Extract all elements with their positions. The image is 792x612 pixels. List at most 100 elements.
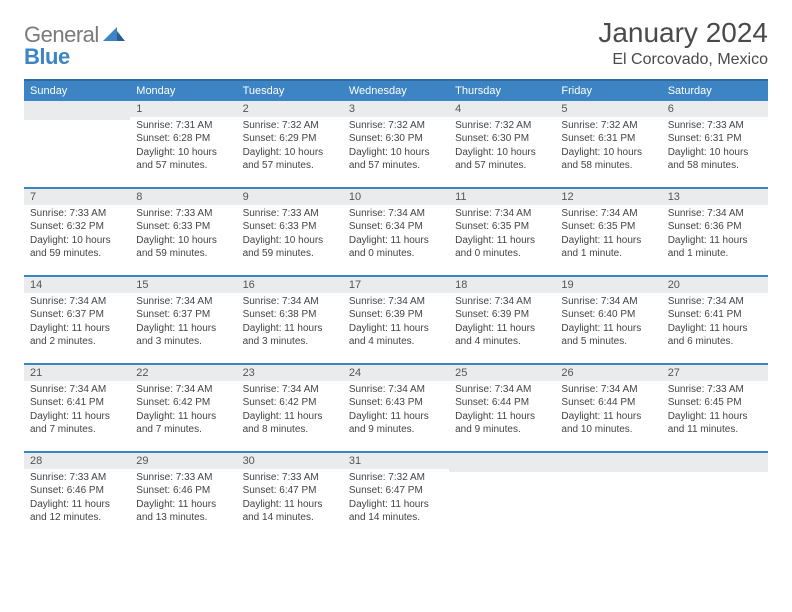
- calendar-day-cell: 19Sunrise: 7:34 AMSunset: 6:40 PMDayligh…: [555, 276, 661, 364]
- day-details: Sunrise: 7:33 AMSunset: 6:33 PMDaylight:…: [130, 205, 236, 265]
- daylight-text: Daylight: 10 hours and 58 minutes.: [561, 146, 655, 173]
- day-details: Sunrise: 7:34 AMSunset: 6:42 PMDaylight:…: [237, 381, 343, 441]
- sunset-text: Sunset: 6:44 PM: [561, 396, 655, 410]
- calendar-day-cell: 24Sunrise: 7:34 AMSunset: 6:43 PMDayligh…: [343, 364, 449, 452]
- sunset-text: Sunset: 6:40 PM: [561, 308, 655, 322]
- daylight-text: Daylight: 11 hours and 1 minute.: [561, 234, 655, 261]
- calendar-day-cell: 31Sunrise: 7:32 AMSunset: 6:47 PMDayligh…: [343, 452, 449, 539]
- sunrise-text: Sunrise: 7:33 AM: [30, 471, 124, 485]
- sunrise-text: Sunrise: 7:34 AM: [455, 207, 549, 221]
- daylight-text: Daylight: 11 hours and 14 minutes.: [349, 498, 443, 525]
- sunrise-text: Sunrise: 7:33 AM: [243, 471, 337, 485]
- day-number: 27: [662, 365, 768, 381]
- daylight-text: Daylight: 11 hours and 14 minutes.: [243, 498, 337, 525]
- sunset-text: Sunset: 6:30 PM: [349, 132, 443, 146]
- sunset-text: Sunset: 6:39 PM: [349, 308, 443, 322]
- sunrise-text: Sunrise: 7:34 AM: [668, 295, 762, 309]
- sunrise-text: Sunrise: 7:32 AM: [243, 119, 337, 133]
- daylight-text: Daylight: 11 hours and 4 minutes.: [455, 322, 549, 349]
- day-details: Sunrise: 7:33 AMSunset: 6:31 PMDaylight:…: [662, 117, 768, 177]
- day-details: Sunrise: 7:34 AMSunset: 6:37 PMDaylight:…: [130, 293, 236, 353]
- day-number: 25: [449, 365, 555, 381]
- sunset-text: Sunset: 6:42 PM: [136, 396, 230, 410]
- calendar-day-cell: 10Sunrise: 7:34 AMSunset: 6:34 PMDayligh…: [343, 188, 449, 276]
- sunset-text: Sunset: 6:31 PM: [668, 132, 762, 146]
- sunset-text: Sunset: 6:36 PM: [668, 220, 762, 234]
- sunrise-text: Sunrise: 7:34 AM: [30, 383, 124, 397]
- calendar-day-cell: 17Sunrise: 7:34 AMSunset: 6:39 PMDayligh…: [343, 276, 449, 364]
- day-number: [24, 101, 130, 120]
- sunset-text: Sunset: 6:45 PM: [668, 396, 762, 410]
- day-details: Sunrise: 7:33 AMSunset: 6:46 PMDaylight:…: [130, 469, 236, 529]
- day-number: 5: [555, 101, 661, 117]
- day-details: Sunrise: 7:34 AMSunset: 6:39 PMDaylight:…: [343, 293, 449, 353]
- day-details: Sunrise: 7:32 AMSunset: 6:30 PMDaylight:…: [343, 117, 449, 177]
- sunset-text: Sunset: 6:47 PM: [349, 484, 443, 498]
- sunrise-text: Sunrise: 7:34 AM: [349, 207, 443, 221]
- sunrise-text: Sunrise: 7:32 AM: [455, 119, 549, 133]
- sunrise-text: Sunrise: 7:34 AM: [30, 295, 124, 309]
- calendar-day-cell: 6Sunrise: 7:33 AMSunset: 6:31 PMDaylight…: [662, 101, 768, 188]
- day-number: 4: [449, 101, 555, 117]
- sunrise-text: Sunrise: 7:33 AM: [136, 207, 230, 221]
- day-details: Sunrise: 7:34 AMSunset: 6:40 PMDaylight:…: [555, 293, 661, 353]
- day-details: Sunrise: 7:34 AMSunset: 6:38 PMDaylight:…: [237, 293, 343, 353]
- calendar-day-cell: 26Sunrise: 7:34 AMSunset: 6:44 PMDayligh…: [555, 364, 661, 452]
- day-details: Sunrise: 7:32 AMSunset: 6:30 PMDaylight:…: [449, 117, 555, 177]
- day-details: Sunrise: 7:32 AMSunset: 6:29 PMDaylight:…: [237, 117, 343, 177]
- calendar-day-cell: [449, 452, 555, 539]
- day-details: Sunrise: 7:34 AMSunset: 6:37 PMDaylight:…: [24, 293, 130, 353]
- day-details: Sunrise: 7:34 AMSunset: 6:41 PMDaylight:…: [662, 293, 768, 353]
- calendar-day-cell: 18Sunrise: 7:34 AMSunset: 6:39 PMDayligh…: [449, 276, 555, 364]
- day-number: 24: [343, 365, 449, 381]
- sunset-text: Sunset: 6:35 PM: [561, 220, 655, 234]
- calendar-day-cell: 29Sunrise: 7:33 AMSunset: 6:46 PMDayligh…: [130, 452, 236, 539]
- sunset-text: Sunset: 6:43 PM: [349, 396, 443, 410]
- day-details: Sunrise: 7:33 AMSunset: 6:32 PMDaylight:…: [24, 205, 130, 265]
- sunset-text: Sunset: 6:31 PM: [561, 132, 655, 146]
- calendar-day-cell: 25Sunrise: 7:34 AMSunset: 6:44 PMDayligh…: [449, 364, 555, 452]
- day-details: Sunrise: 7:34 AMSunset: 6:44 PMDaylight:…: [555, 381, 661, 441]
- day-details: Sunrise: 7:34 AMSunset: 6:41 PMDaylight:…: [24, 381, 130, 441]
- sunset-text: Sunset: 6:46 PM: [136, 484, 230, 498]
- calendar-day-cell: 12Sunrise: 7:34 AMSunset: 6:35 PMDayligh…: [555, 188, 661, 276]
- day-details: Sunrise: 7:32 AMSunset: 6:31 PMDaylight:…: [555, 117, 661, 177]
- daylight-text: Daylight: 11 hours and 0 minutes.: [349, 234, 443, 261]
- day-number: 29: [130, 453, 236, 469]
- sunrise-text: Sunrise: 7:31 AM: [136, 119, 230, 133]
- calendar-day-cell: [555, 452, 661, 539]
- daylight-text: Daylight: 11 hours and 5 minutes.: [561, 322, 655, 349]
- sunset-text: Sunset: 6:35 PM: [455, 220, 549, 234]
- calendar-day-cell: 8Sunrise: 7:33 AMSunset: 6:33 PMDaylight…: [130, 188, 236, 276]
- day-number: 30: [237, 453, 343, 469]
- weekday-header: Tuesday: [237, 80, 343, 101]
- day-number: 7: [24, 189, 130, 205]
- logo-text-b: Blue: [24, 44, 70, 69]
- sunset-text: Sunset: 6:47 PM: [243, 484, 337, 498]
- header: General January 2024 El Corcovado, Mexic…: [24, 18, 768, 69]
- calendar-week-row: 28Sunrise: 7:33 AMSunset: 6:46 PMDayligh…: [24, 452, 768, 539]
- sunrise-text: Sunrise: 7:34 AM: [561, 295, 655, 309]
- calendar-day-cell: 13Sunrise: 7:34 AMSunset: 6:36 PMDayligh…: [662, 188, 768, 276]
- calendar-day-cell: 20Sunrise: 7:34 AMSunset: 6:41 PMDayligh…: [662, 276, 768, 364]
- sunrise-text: Sunrise: 7:34 AM: [455, 383, 549, 397]
- daylight-text: Daylight: 11 hours and 11 minutes.: [668, 410, 762, 437]
- daylight-text: Daylight: 11 hours and 10 minutes.: [561, 410, 655, 437]
- day-number: 6: [662, 101, 768, 117]
- calendar-week-row: 14Sunrise: 7:34 AMSunset: 6:37 PMDayligh…: [24, 276, 768, 364]
- sunrise-text: Sunrise: 7:33 AM: [668, 119, 762, 133]
- weekday-header: Sunday: [24, 80, 130, 101]
- daylight-text: Daylight: 11 hours and 1 minute.: [668, 234, 762, 261]
- sunrise-text: Sunrise: 7:34 AM: [668, 207, 762, 221]
- day-number: 8: [130, 189, 236, 205]
- logo-triangle-icon: [103, 25, 125, 46]
- calendar-day-cell: [662, 452, 768, 539]
- day-details: Sunrise: 7:31 AMSunset: 6:28 PMDaylight:…: [130, 117, 236, 177]
- sunrise-text: Sunrise: 7:34 AM: [136, 295, 230, 309]
- sunrise-text: Sunrise: 7:34 AM: [136, 383, 230, 397]
- calendar-day-cell: 21Sunrise: 7:34 AMSunset: 6:41 PMDayligh…: [24, 364, 130, 452]
- sunrise-text: Sunrise: 7:34 AM: [243, 383, 337, 397]
- day-details: Sunrise: 7:34 AMSunset: 6:44 PMDaylight:…: [449, 381, 555, 441]
- daylight-text: Daylight: 11 hours and 9 minutes.: [455, 410, 549, 437]
- day-number: [449, 453, 555, 472]
